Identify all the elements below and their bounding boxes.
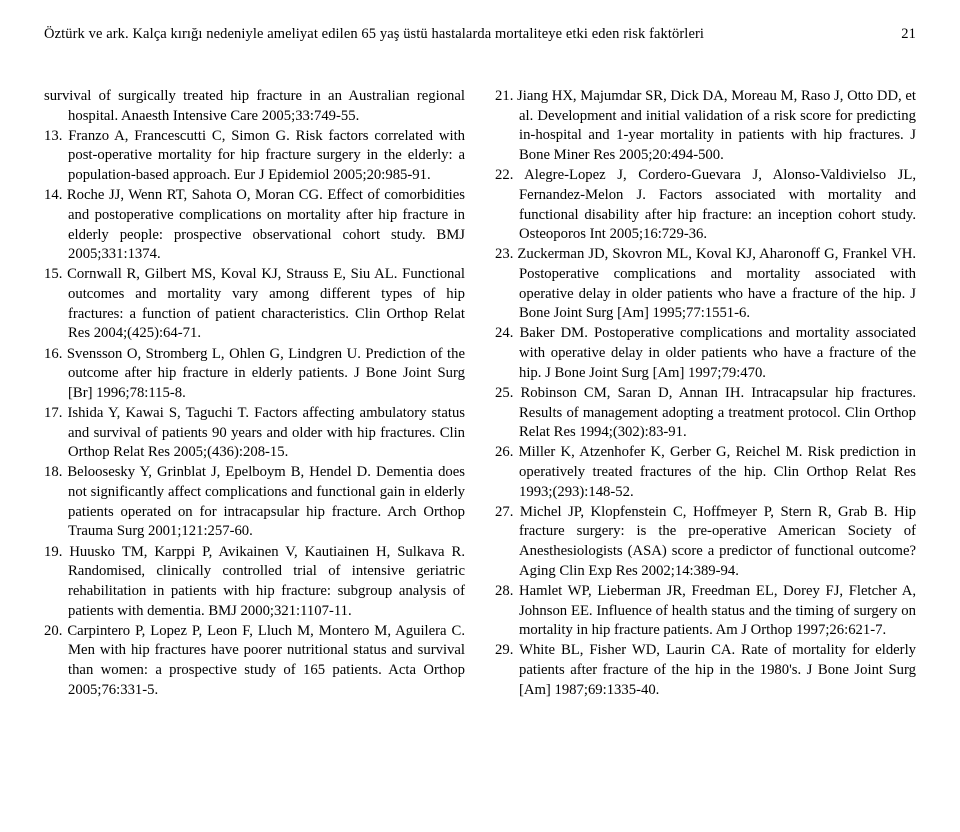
reference-text: Ishida Y, Kawai S, Taguchi T. Factors af… <box>67 405 465 460</box>
reference-item: 23. Zuckerman JD, Skovron ML, Koval KJ, … <box>495 245 916 324</box>
reference-number: 25. <box>495 385 520 401</box>
reference-text: Jiang HX, Majumdar SR, Dick DA, Moreau M… <box>517 88 916 163</box>
running-header: Öztürk ve ark. Kalça kırığı nedeniyle am… <box>44 26 916 43</box>
reference-text: Carpintero P, Lopez P, Leon F, Lluch M, … <box>67 623 465 698</box>
reference-item: 24. Baker DM. Postoperative complication… <box>495 324 916 383</box>
reference-item: 26. Miller K, Atzenhofer K, Gerber G, Re… <box>495 443 916 502</box>
reference-item: 27. Michel JP, Klopfenstein C, Hoffmeyer… <box>495 503 916 582</box>
reference-item: 15. Cornwall R, Gilbert MS, Koval KJ, St… <box>44 265 465 344</box>
reference-number: 26. <box>495 444 519 460</box>
reference-text: Michel JP, Klopfenstein C, Hoffmeyer P, … <box>519 504 916 579</box>
reference-text: Huusko TM, Karppi P, Avikainen V, Kautia… <box>68 544 465 619</box>
references-columns: survival of surgically treated hip fract… <box>44 87 916 701</box>
reference-text: Alegre-Lopez J, Cordero-Guevara J, Alons… <box>519 167 916 242</box>
reference-item: 16. Svensson O, Stromberg L, Ohlen G, Li… <box>44 345 465 404</box>
reference-item: 18. Beloosesky Y, Grinblat J, Epelboym B… <box>44 463 465 542</box>
reference-number: 20. <box>44 623 67 639</box>
reference-number: 21. <box>495 88 517 104</box>
reference-item: survival of surgically treated hip fract… <box>44 87 465 126</box>
reference-text: Zuckerman JD, Skovron ML, Koval KJ, Ahar… <box>517 246 916 321</box>
reference-item: 22. Alegre-Lopez J, Cordero-Guevara J, A… <box>495 166 916 245</box>
reference-number: 19. <box>44 544 69 560</box>
reference-text: Svensson O, Stromberg L, Ohlen G, Lindgr… <box>67 346 465 401</box>
reference-text: Roche JJ, Wenn RT, Sahota O, Moran CG. E… <box>67 187 465 262</box>
reference-number: 27. <box>495 504 520 520</box>
reference-number: 18. <box>44 464 67 480</box>
reference-number: 23. <box>495 246 517 262</box>
reference-text: Miller K, Atzenhofer K, Gerber G, Reiche… <box>519 444 916 499</box>
reference-number: 22. <box>495 167 524 183</box>
reference-item: 19. Huusko TM, Karppi P, Avikainen V, Ka… <box>44 543 465 622</box>
reference-item: 13. Franzo A, Francescutti C, Simon G. R… <box>44 127 465 186</box>
header-title: Öztürk ve ark. Kalça kırığı nedeniyle am… <box>44 26 704 43</box>
reference-number: 16. <box>44 346 67 362</box>
reference-number: 17. <box>44 405 67 421</box>
reference-number: 24. <box>495 325 519 341</box>
reference-text: Robinson CM, Saran D, Annan IH. Intracap… <box>519 385 916 440</box>
reference-item: 17. Ishida Y, Kawai S, Taguchi T. Factor… <box>44 404 465 463</box>
reference-text: Hamlet WP, Lieberman JR, Freedman EL, Do… <box>519 583 916 638</box>
reference-item: 28. Hamlet WP, Lieberman JR, Freedman EL… <box>495 582 916 641</box>
reference-text: Baker DM. Postoperative complications an… <box>519 325 916 380</box>
reference-item: 21. Jiang HX, Majumdar SR, Dick DA, More… <box>495 87 916 166</box>
reference-text: White BL, Fisher WD, Laurin CA. Rate of … <box>519 642 916 697</box>
reference-text: Cornwall R, Gilbert MS, Koval KJ, Straus… <box>67 266 465 341</box>
reference-number: 29. <box>495 642 519 658</box>
reference-text: Beloosesky Y, Grinblat J, Epelboym B, He… <box>67 464 465 539</box>
reference-number: 28. <box>495 583 519 599</box>
reference-number: 13. <box>44 128 68 144</box>
reference-item: 25. Robinson CM, Saran D, Annan IH. Intr… <box>495 384 916 443</box>
reference-text: Franzo A, Francescutti C, Simon G. Risk … <box>68 128 465 183</box>
reference-item: 29. White BL, Fisher WD, Laurin CA. Rate… <box>495 641 916 700</box>
reference-number: 14. <box>44 187 67 203</box>
page-number: 21 <box>901 26 916 43</box>
reference-item: 20. Carpintero P, Lopez P, Leon F, Lluch… <box>44 622 465 701</box>
reference-number: 15. <box>44 266 67 282</box>
reference-text: survival of surgically treated hip fract… <box>44 88 465 124</box>
reference-item: 14. Roche JJ, Wenn RT, Sahota O, Moran C… <box>44 186 465 265</box>
